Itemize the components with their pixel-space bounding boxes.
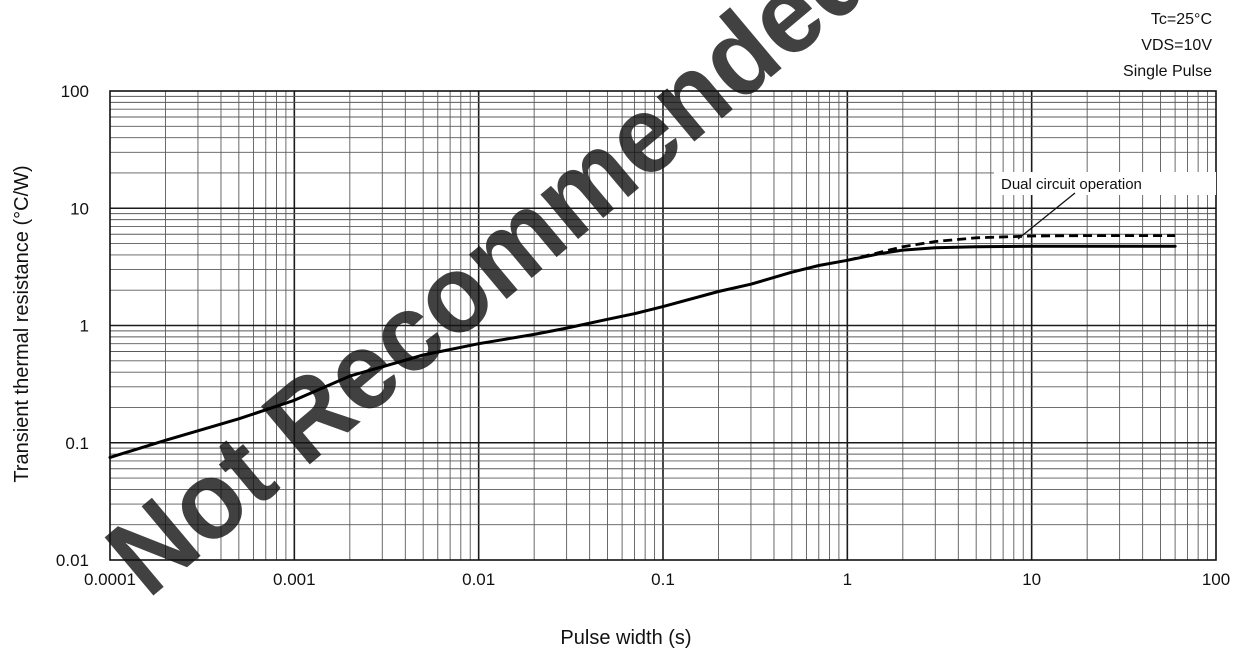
annotation-group: Dual circuit operation — [994, 172, 1216, 240]
condition-label: Single Pulse — [1123, 63, 1212, 80]
x-tick-label: 0.01 — [462, 570, 495, 589]
x-tick-label: 100 — [1202, 570, 1230, 589]
condition-label: VDS=10V — [1141, 37, 1212, 54]
conditions: Tc=25°C VDS=10V Single Pulse — [1123, 11, 1212, 80]
y-tick-label: 100 — [61, 82, 89, 101]
y-tick-label: 10 — [70, 199, 89, 218]
x-tick-label: 1 — [843, 570, 852, 589]
x-tick-label: 10 — [1022, 570, 1041, 589]
tick-labels: 0.0001 0.001 0.01 0.1 1 10 100 0.01 0.1 1 10 100 — [56, 82, 1230, 589]
y-tick-label: 1 — [80, 317, 89, 336]
condition-label: Tc=25°C — [1151, 11, 1212, 28]
annotation-box — [994, 172, 1216, 195]
series-line-dashed — [846, 234, 1176, 262]
annotation-label: Dual circuit operation — [1001, 176, 1142, 193]
x-tick-label: 0.001 — [273, 570, 316, 589]
y-tick-label: 0.01 — [56, 551, 89, 570]
x-tick-label: 0.1 — [651, 570, 675, 589]
series-line-solid — [108, 244, 1177, 459]
y-tick-label: 0.1 — [65, 434, 89, 453]
plot-frame — [109, 90, 1217, 561]
annotation-leader-line — [1017, 192, 1076, 240]
x-axis-label: Pulse width (s) — [560, 627, 691, 649]
series — [108, 234, 1177, 459]
y-axis-label: Transient thermal resistance (°C/W) — [11, 165, 33, 482]
x-tick-label: 0.0001 — [84, 570, 136, 589]
grid — [109, 90, 1217, 561]
